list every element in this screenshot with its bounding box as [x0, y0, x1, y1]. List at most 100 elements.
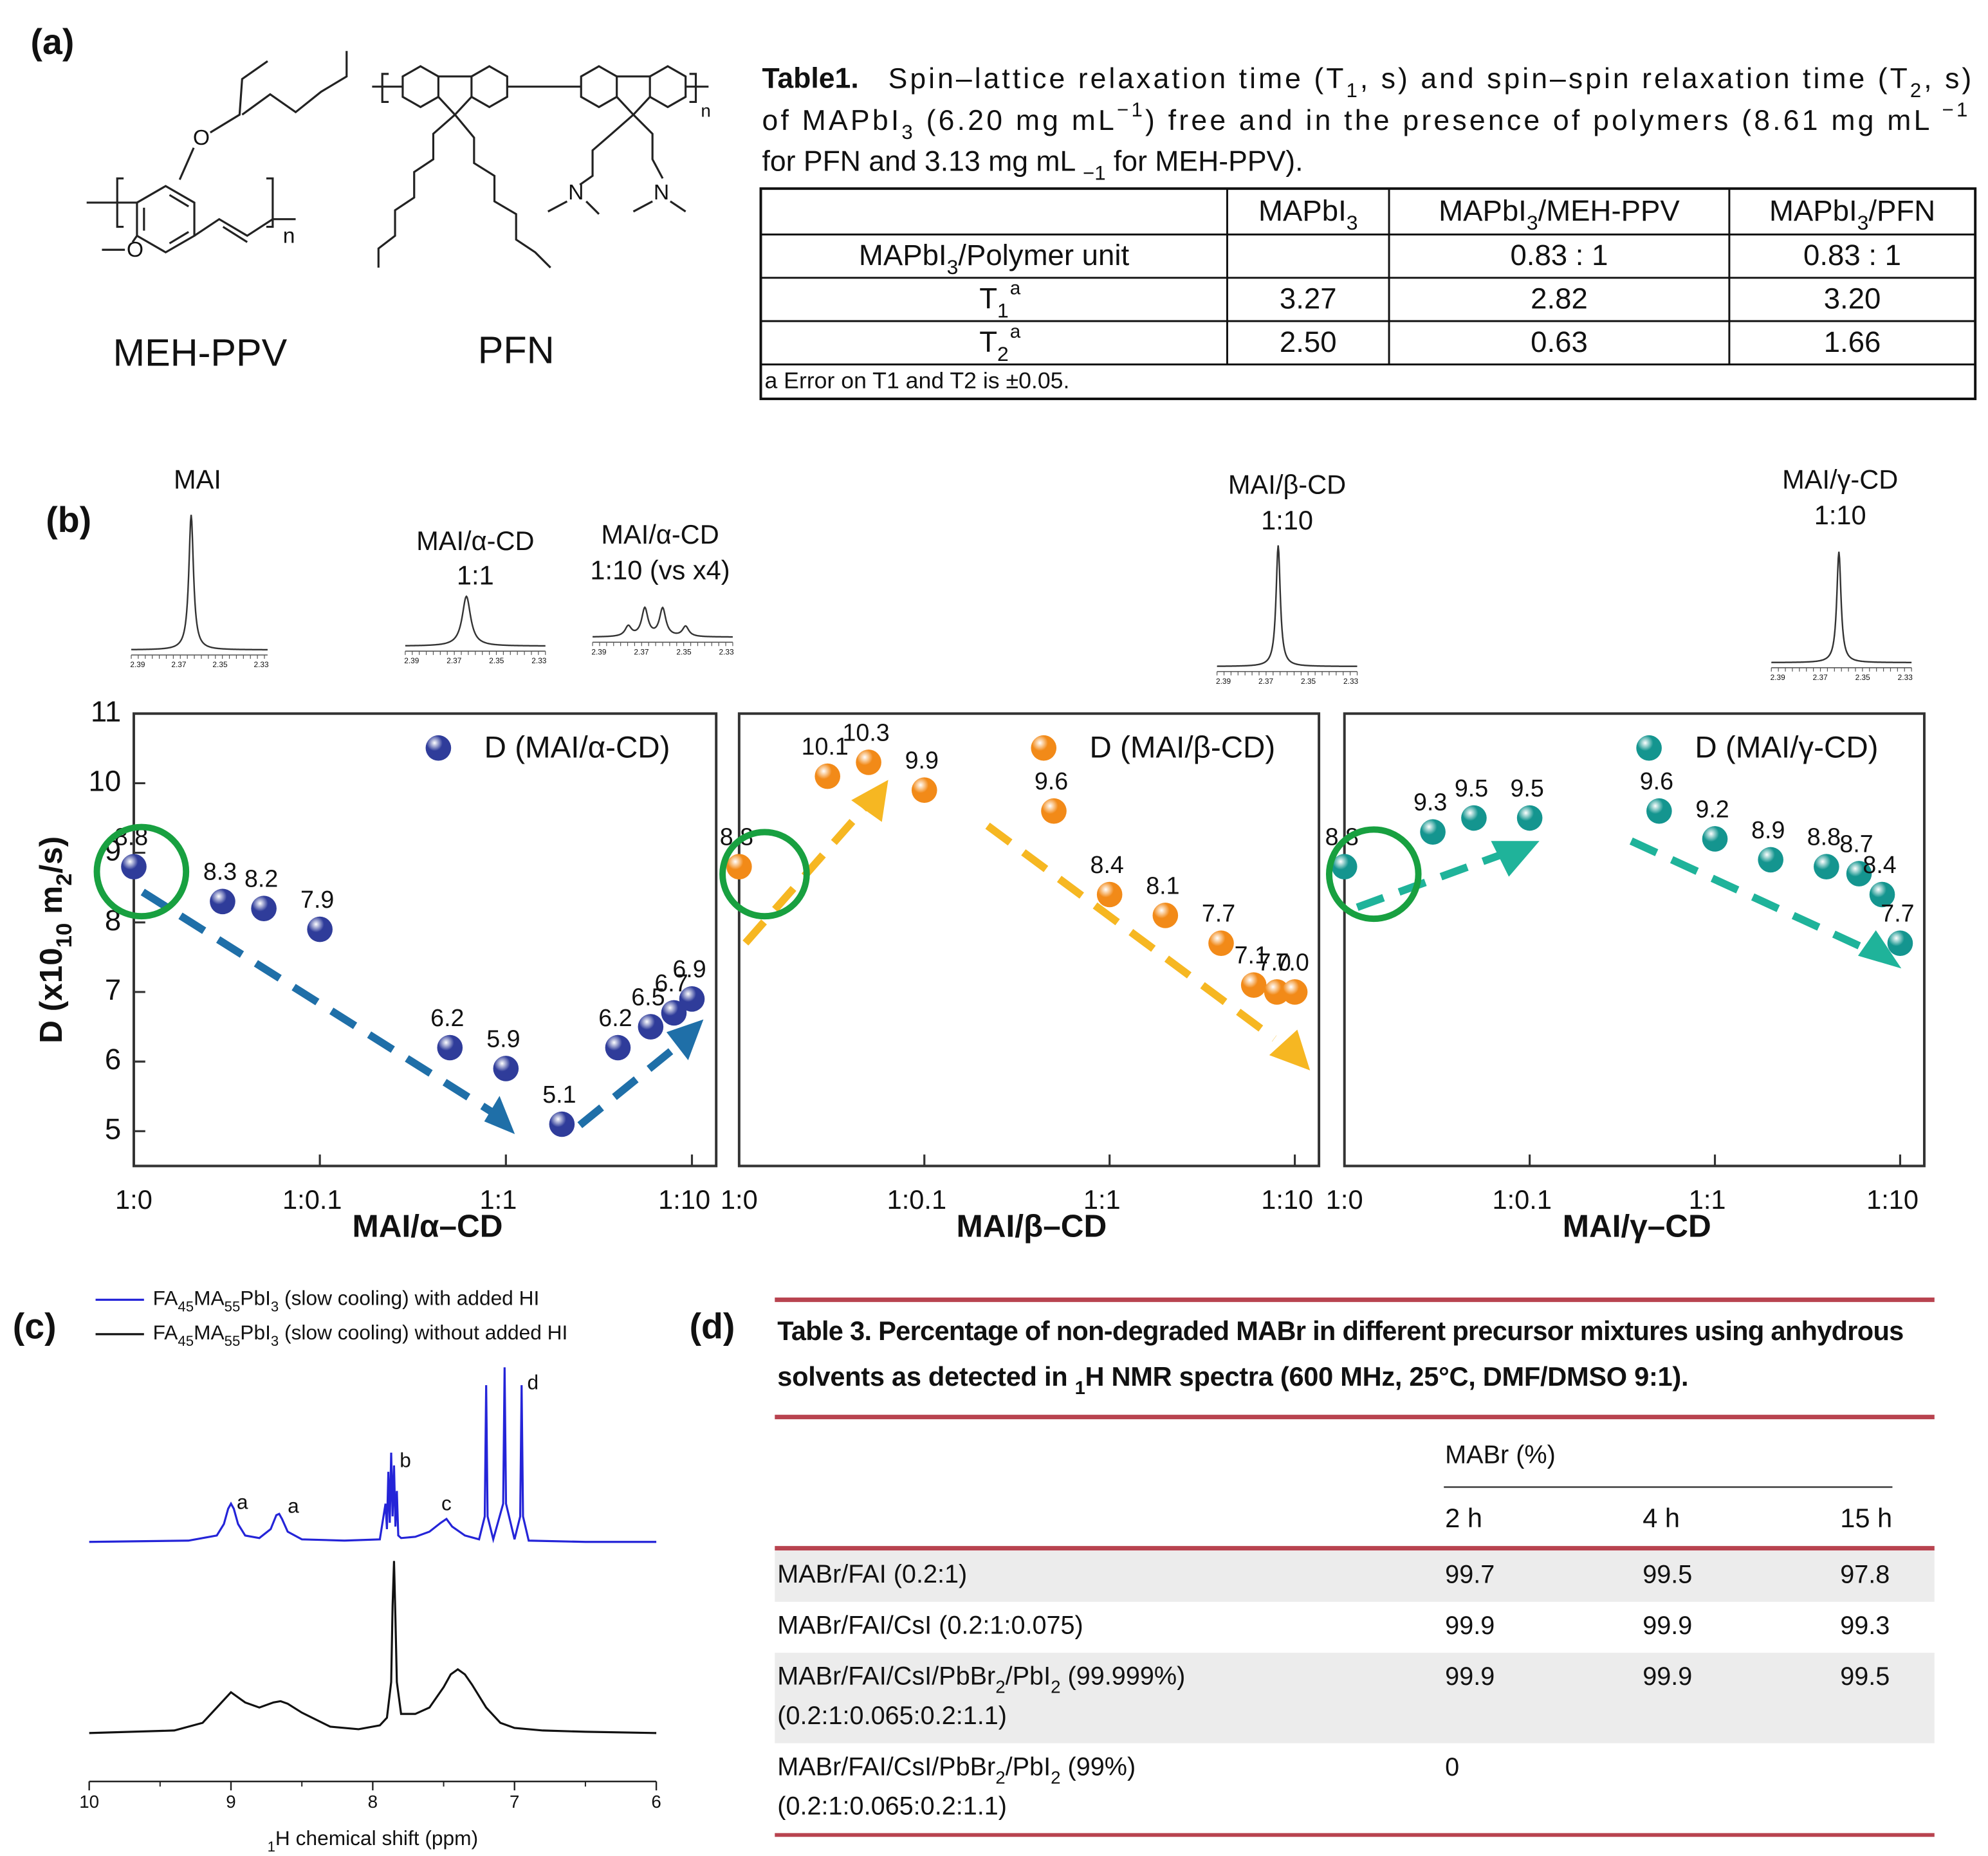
x-tick-label: 1:0 — [1326, 1184, 1363, 1215]
inset-tick-label: 2.35 — [1855, 673, 1871, 682]
atom-label: n — [283, 224, 295, 248]
pfn-structure — [372, 65, 709, 269]
row-label: MABr/FAI/CsI/PbBr2/PbI2 (99%) — [777, 1753, 1136, 1787]
inset-tick-label: 2.35 — [212, 660, 228, 669]
inset-tick-label: 2.39 — [591, 647, 607, 656]
y-axis-label: D (x1010 m2/s) — [33, 836, 77, 1043]
data-point — [1152, 903, 1179, 928]
row-band — [775, 1653, 1935, 1743]
table-cell: 99.5 — [1643, 1561, 1692, 1589]
table-cell: 99.9 — [1643, 1662, 1692, 1691]
inset-label: 1:10 — [1261, 505, 1313, 535]
y-tick-label: 11 — [91, 695, 121, 728]
x-tick-label: 1:0.1 — [282, 1184, 342, 1215]
row-label: MABr/FAI (0.2:1) — [777, 1561, 967, 1589]
table1: MAPbI3 MAPbI3/MEH-PPV MAPbI3/PFN MAPbI3/Pol… — [759, 187, 1977, 400]
data-point — [1096, 881, 1123, 908]
table-border — [759, 187, 1977, 400]
panel-label: (d) — [690, 1307, 735, 1346]
data-label: 5.9 — [486, 1025, 520, 1052]
y-tick-label: 10 — [89, 764, 122, 797]
column-header: 2 h — [1445, 1503, 1482, 1533]
inset-label: MAI/α-CD — [416, 526, 534, 556]
data-point — [1420, 819, 1446, 845]
table-caption: of MAPbI 3 (6.20 mg mL −1) free and in the… — [762, 98, 1968, 143]
data-point — [1702, 826, 1728, 852]
data-point — [1887, 930, 1913, 957]
inset-tick-label: 2.37 — [1258, 677, 1273, 686]
table-cell: 99.7 — [1445, 1561, 1495, 1589]
inset-spectrum — [405, 595, 546, 647]
inset-tick-label: 2.33 — [1898, 673, 1913, 682]
x-tick-label: 1:0.1 — [1492, 1184, 1551, 1215]
data-point — [1264, 979, 1290, 1005]
inset-label: 1:10 — [1814, 500, 1866, 530]
inset-tick-label: 2.35 — [489, 656, 504, 665]
data-label: 7.7 — [1881, 900, 1914, 927]
trend-arrows — [140, 802, 1869, 1128]
table-cell: 3.27 — [1280, 282, 1337, 315]
structure-label: PFN — [478, 328, 555, 371]
inset-spectrum — [593, 606, 733, 638]
data-label: 8.8 — [1807, 823, 1841, 850]
data-label: 10.1 — [802, 733, 849, 760]
data-label: 6.5 — [631, 983, 665, 1010]
legend-label: D (MAI/α-CD) — [484, 730, 670, 764]
data-label: 7.7 — [1202, 900, 1235, 927]
panel-label: (c) — [13, 1307, 57, 1346]
table-cell: 0.83 : 1 — [1803, 239, 1901, 271]
inset-tick-label: 2.35 — [1301, 677, 1316, 686]
x-axis-label: MAI/β–CD — [957, 1209, 1107, 1244]
data-point — [1240, 972, 1267, 998]
peak-label: a — [288, 1494, 299, 1518]
inset-tick-label: 2.37 — [171, 660, 186, 669]
inset-label: 1:1 — [457, 560, 494, 590]
x-tick-label: 9 — [226, 1792, 235, 1812]
x-tick-label: 1:1 — [480, 1184, 517, 1215]
table-caption: Spin–lattice relaxation time (T 1, s) and… — [888, 63, 1972, 102]
data-point — [1331, 854, 1358, 880]
data-point — [1869, 881, 1895, 908]
arrow-heads — [484, 780, 1902, 1134]
column-header: 15 h — [1840, 1503, 1892, 1533]
row-label: T2 — [979, 326, 1009, 365]
atom-label: n — [701, 101, 710, 121]
table-cell: 97.8 — [1840, 1561, 1890, 1589]
inset-tick-label: 2.37 — [1813, 673, 1828, 682]
data-label: 6.9 — [672, 955, 706, 982]
x-tick-label: 1:0 — [721, 1184, 758, 1215]
y-tick-label: 6 — [105, 1043, 121, 1076]
legend-marker — [1031, 735, 1057, 761]
inset-tick-label: 2.35 — [676, 647, 692, 656]
data-point — [856, 749, 881, 775]
atom-label: N — [568, 181, 584, 205]
data-label: 6.2 — [598, 1004, 632, 1031]
data-point — [1282, 979, 1308, 1005]
table-title: Table1. — [762, 63, 859, 95]
data-point — [549, 1111, 575, 1137]
table-cell: 99.5 — [1840, 1662, 1890, 1691]
x-tick-label: 1:10 — [1866, 1184, 1919, 1215]
inset-tick-label: 2.39 — [130, 660, 145, 669]
nmr-spectra: 10 9 8 7 6 1H chemical shift (ppm) FA45MA55PbI… — [79, 1287, 661, 1855]
table-title: Table 3. Percentage of non-degraded MABr… — [777, 1316, 1904, 1346]
data-label: 5.1 — [542, 1081, 576, 1108]
inset-label: MAI — [174, 464, 221, 495]
legend-marker — [425, 735, 452, 761]
column-header: 4 h — [1643, 1503, 1680, 1533]
data-label: 8.1 — [1146, 872, 1179, 899]
panel-label: (a) — [31, 22, 75, 62]
row-band — [775, 1550, 1935, 1602]
x-tick-label: 6 — [651, 1792, 661, 1812]
inset-tick-label: 2.39 — [1216, 677, 1231, 686]
spectrum — [89, 1367, 657, 1544]
legend-label: FA45MA55PbI3 (slow cooling) without adde… — [153, 1321, 568, 1349]
inset-tick-label: 2.33 — [531, 656, 547, 665]
table3: Table 3. Percentage of non-degraded MABr… — [775, 1297, 1935, 1837]
data-label: 9.9 — [905, 747, 939, 774]
inset-tick-label: 2.37 — [446, 656, 461, 665]
column-header: MAPbI3 — [1258, 194, 1358, 234]
